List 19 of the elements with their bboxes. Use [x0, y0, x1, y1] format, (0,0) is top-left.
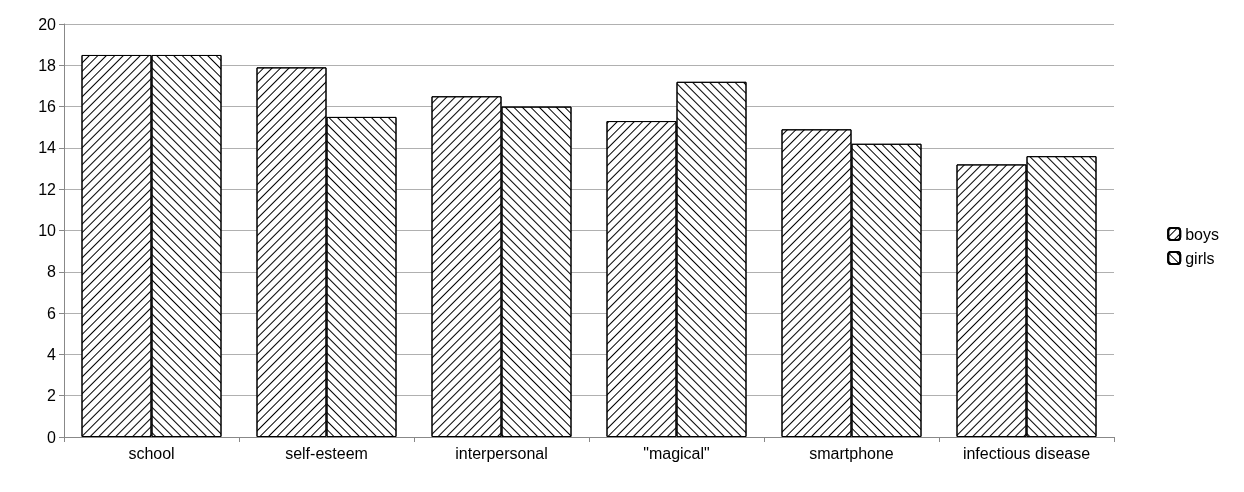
y-tick-label: 2: [47, 387, 57, 405]
x-tick-label: self-esteem: [285, 445, 368, 462]
legend-label: girls: [1185, 249, 1215, 267]
x-tick-label: school: [128, 445, 175, 462]
legend-label: boys: [1185, 225, 1219, 243]
y-tick-label: 18: [38, 56, 57, 74]
y-tick-label: 8: [47, 263, 57, 281]
y-tick-label: 0: [47, 428, 57, 446]
y-tick-label: 16: [38, 98, 57, 116]
y-tick-label: 10: [38, 222, 57, 239]
x-tick-label: infectious disease: [962, 445, 1091, 462]
x-tick-label: "magical": [643, 445, 710, 462]
y-tick-label: 12: [38, 180, 57, 198]
y-tick-label: 20: [38, 15, 57, 33]
x-tick-label: smartphone: [809, 445, 894, 462]
x-tick-label: interpersonal: [455, 445, 548, 462]
y-tick-label: 14: [38, 139, 57, 157]
y-tick-label: 6: [47, 304, 57, 322]
y-tick-label: 4: [47, 345, 57, 363]
